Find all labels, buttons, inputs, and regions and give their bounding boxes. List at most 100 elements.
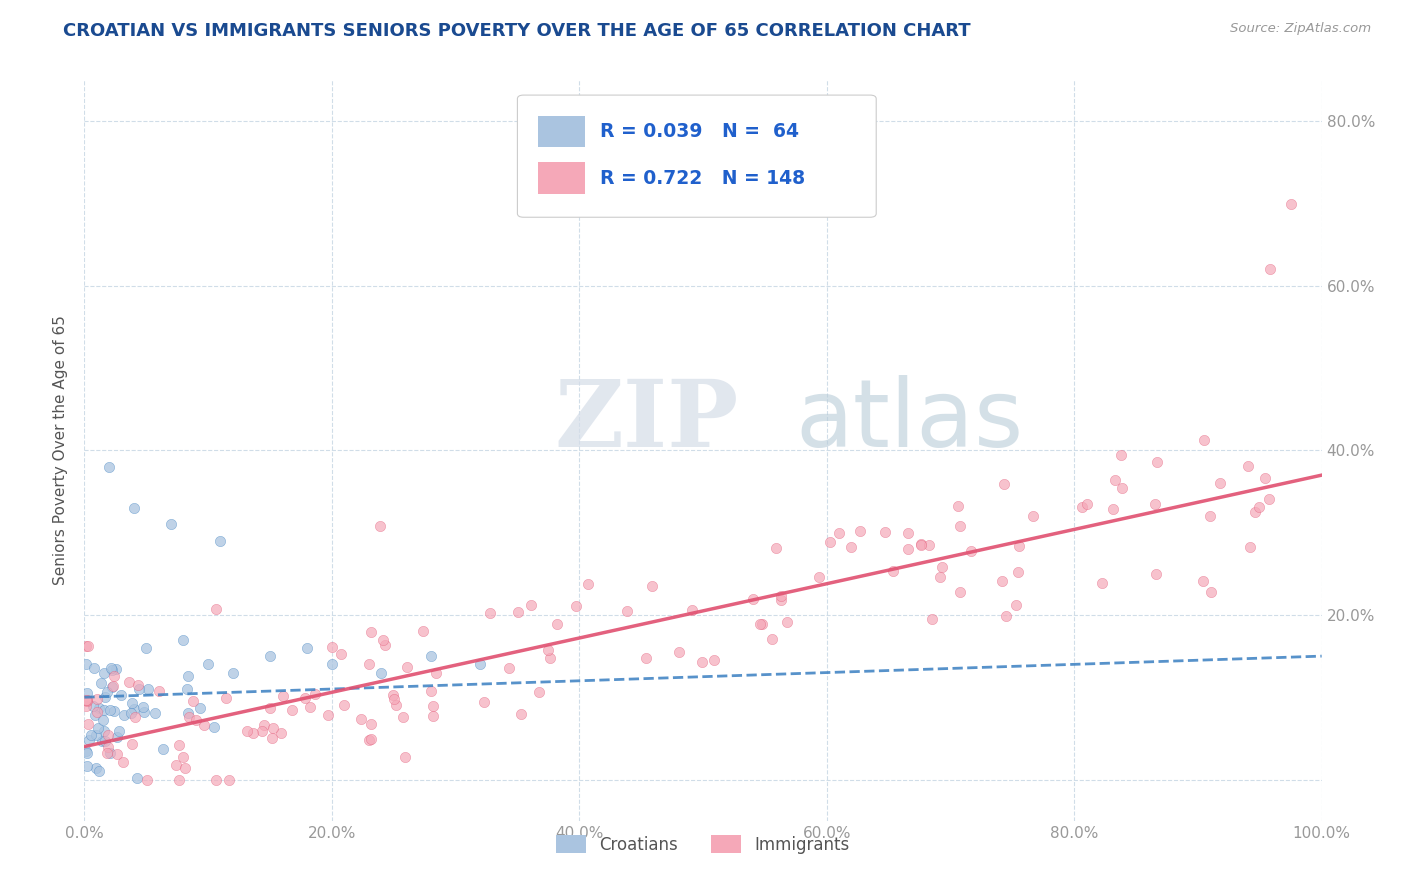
Point bbox=[385, 698, 408, 713]
Point bbox=[546, 616, 568, 631]
FancyBboxPatch shape bbox=[517, 95, 876, 218]
FancyBboxPatch shape bbox=[538, 116, 585, 147]
Point bbox=[122, 501, 145, 516]
Point bbox=[134, 706, 156, 720]
Point bbox=[1076, 497, 1098, 511]
Point bbox=[184, 714, 207, 728]
Point bbox=[1208, 475, 1230, 490]
FancyBboxPatch shape bbox=[538, 162, 585, 194]
Point bbox=[681, 603, 703, 617]
Point bbox=[357, 733, 380, 747]
Point bbox=[993, 477, 1015, 491]
Point bbox=[93, 666, 115, 681]
Point bbox=[1111, 481, 1133, 495]
Point bbox=[1022, 508, 1045, 523]
Point bbox=[396, 659, 419, 673]
Point bbox=[1144, 566, 1167, 581]
Point bbox=[82, 698, 104, 713]
Point bbox=[176, 681, 198, 696]
Point bbox=[128, 681, 150, 696]
Point bbox=[668, 645, 690, 659]
Text: ZIP: ZIP bbox=[554, 376, 738, 466]
Point bbox=[1253, 471, 1275, 485]
Point bbox=[98, 459, 121, 474]
Point bbox=[100, 746, 122, 760]
Point bbox=[1199, 585, 1222, 599]
Point bbox=[136, 772, 159, 787]
Point bbox=[188, 701, 211, 715]
Point bbox=[143, 706, 166, 720]
Point bbox=[509, 707, 531, 722]
Point bbox=[76, 693, 98, 707]
Point bbox=[105, 661, 128, 675]
Point bbox=[751, 617, 773, 632]
Point bbox=[321, 657, 343, 672]
Point bbox=[929, 569, 952, 583]
Point bbox=[1007, 566, 1029, 580]
Point bbox=[75, 699, 97, 714]
Point bbox=[991, 574, 1014, 589]
Point bbox=[321, 640, 343, 655]
Point bbox=[498, 661, 520, 675]
Point bbox=[330, 647, 353, 661]
Point bbox=[193, 718, 215, 732]
Point bbox=[174, 761, 197, 775]
Point bbox=[101, 679, 124, 693]
Point bbox=[769, 589, 792, 603]
Point bbox=[177, 706, 200, 720]
Point bbox=[101, 681, 124, 695]
Point bbox=[537, 643, 560, 657]
Point bbox=[538, 650, 561, 665]
Point bbox=[374, 638, 396, 652]
Point bbox=[529, 685, 551, 699]
Point bbox=[259, 649, 281, 664]
Point bbox=[87, 721, 110, 735]
Point bbox=[87, 701, 110, 715]
Point bbox=[177, 710, 200, 724]
Point bbox=[370, 665, 392, 680]
Point bbox=[1146, 454, 1168, 468]
Point bbox=[110, 688, 132, 702]
Point bbox=[839, 541, 862, 555]
Point bbox=[271, 689, 294, 703]
Point bbox=[135, 640, 157, 655]
Point bbox=[83, 707, 105, 722]
Point bbox=[910, 538, 932, 552]
Point bbox=[807, 570, 830, 584]
Point bbox=[160, 517, 183, 532]
Point bbox=[127, 771, 149, 785]
Point bbox=[1192, 574, 1215, 588]
Point bbox=[127, 678, 149, 692]
Point bbox=[994, 609, 1017, 624]
Point bbox=[103, 669, 125, 683]
Text: Source: ZipAtlas.com: Source: ZipAtlas.com bbox=[1230, 22, 1371, 36]
Point bbox=[368, 519, 391, 533]
Point bbox=[122, 702, 145, 716]
Point bbox=[86, 691, 108, 706]
Point bbox=[422, 699, 444, 714]
Point bbox=[742, 592, 765, 607]
Point bbox=[77, 733, 100, 747]
Point bbox=[849, 524, 872, 538]
Point bbox=[1249, 500, 1271, 515]
Point bbox=[167, 738, 190, 752]
Point bbox=[959, 544, 981, 558]
Point bbox=[76, 746, 98, 760]
Point bbox=[250, 723, 273, 738]
Point bbox=[295, 640, 318, 655]
Point bbox=[93, 690, 115, 705]
Point bbox=[470, 657, 492, 672]
Point bbox=[262, 721, 284, 735]
Point bbox=[259, 701, 281, 715]
Point bbox=[121, 737, 143, 751]
Point bbox=[218, 772, 240, 787]
Point bbox=[641, 579, 664, 593]
Point bbox=[1005, 598, 1028, 612]
Point bbox=[79, 728, 101, 742]
Point bbox=[76, 693, 98, 707]
Point bbox=[765, 541, 787, 555]
Point bbox=[77, 639, 100, 653]
Point bbox=[1008, 539, 1031, 553]
Point bbox=[1091, 575, 1114, 590]
Point bbox=[177, 669, 200, 683]
